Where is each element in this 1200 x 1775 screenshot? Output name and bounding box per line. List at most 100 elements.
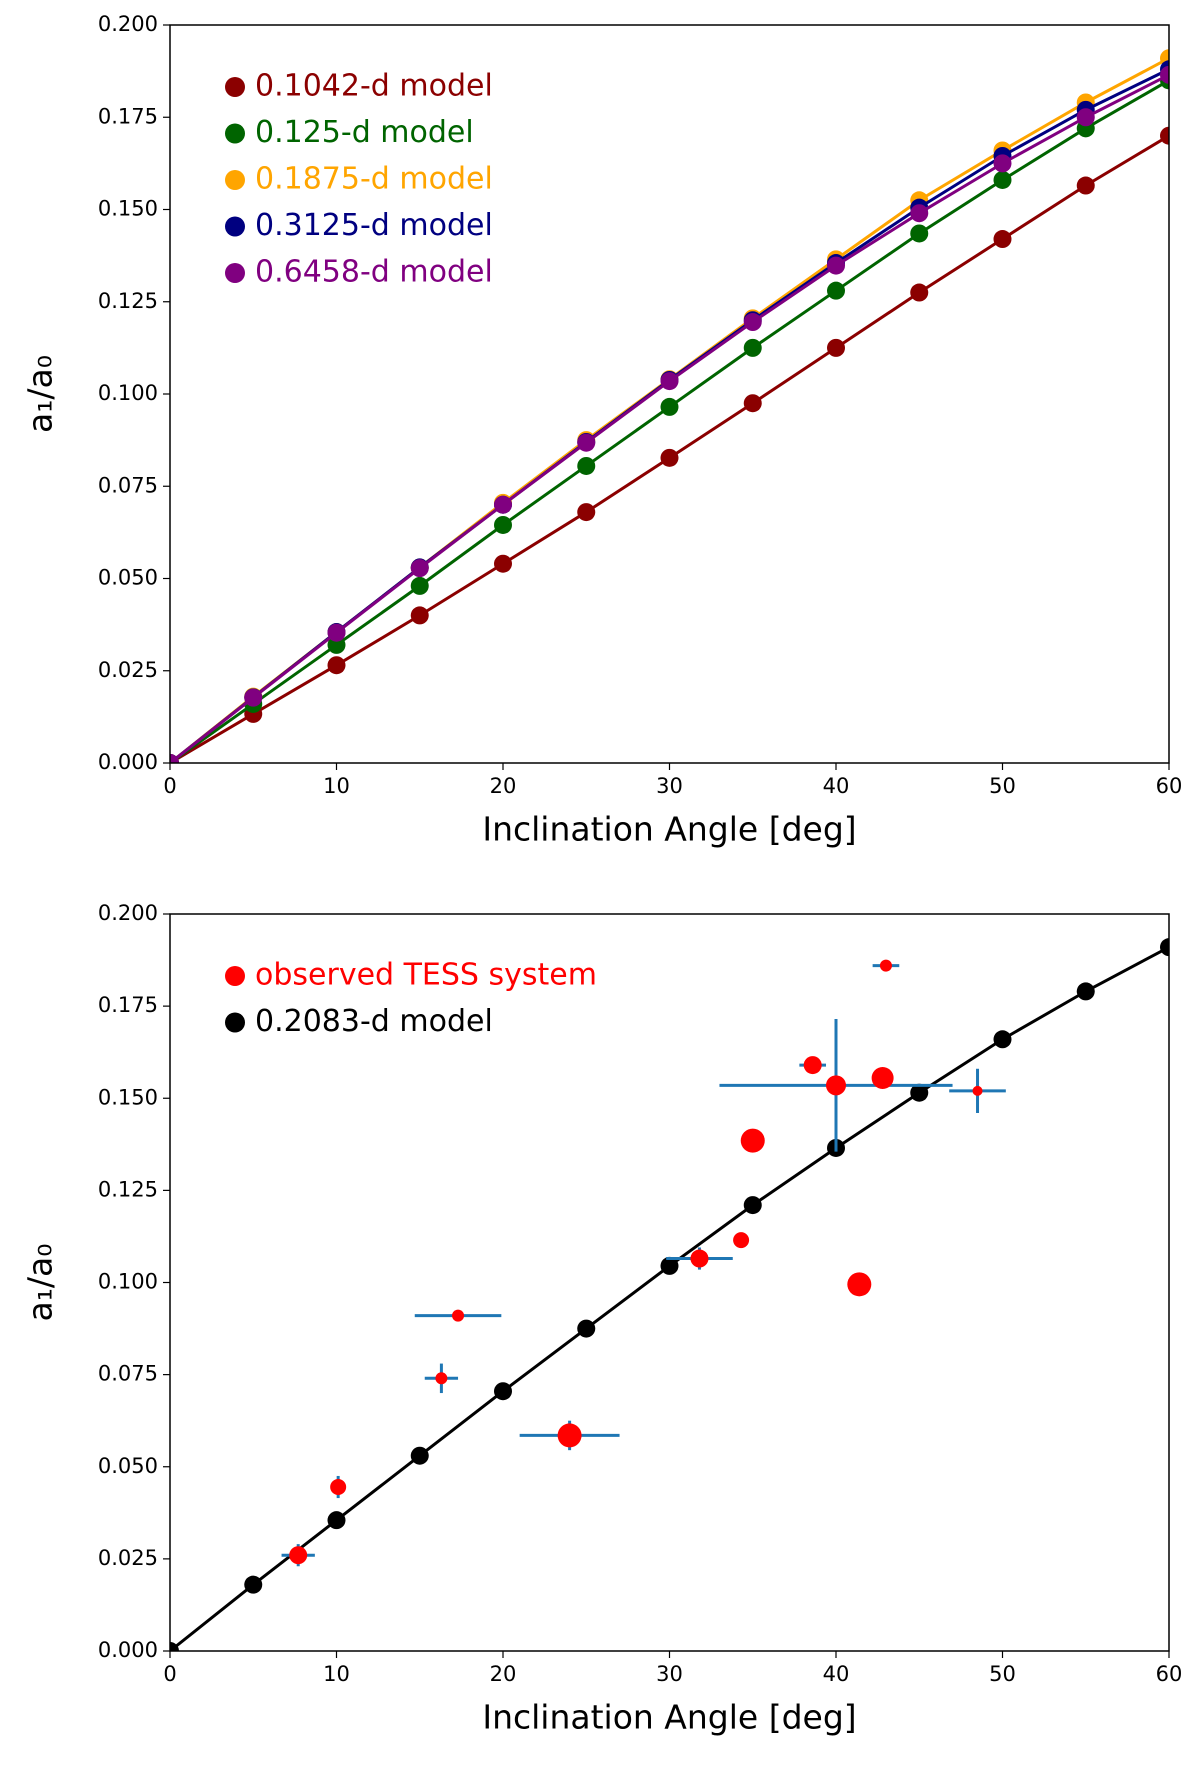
- x-tick-label: 0: [163, 774, 176, 798]
- model-point: [827, 338, 845, 357]
- model-point: [743, 313, 762, 332]
- y-tick-label: 0.000: [98, 750, 158, 774]
- model-point: [410, 606, 429, 625]
- y-tick-label: 0.200: [98, 12, 158, 36]
- x-tick-label: 20: [490, 1662, 517, 1686]
- y-tick-label: 0.125: [98, 289, 158, 313]
- model-point: [910, 1083, 929, 1102]
- model-point: [910, 224, 929, 243]
- x-tick-label: 30: [656, 1662, 683, 1686]
- model-point: [494, 554, 512, 573]
- y-tick-label: 0.175: [98, 993, 158, 1017]
- model-point: [1160, 126, 1169, 145]
- y-tick-label: 0.075: [98, 1362, 158, 1386]
- model-point: [170, 1642, 179, 1651]
- plot-frame: [169, 24, 1170, 764]
- y-tick-label: 0.050: [98, 1454, 158, 1478]
- legend: 0.1042-d model 0.125-d model 0.1875-d mode…: [225, 69, 493, 290]
- observed-point: [847, 1272, 872, 1297]
- legend-label: 0.3125-d model: [255, 208, 493, 243]
- observed-point: [690, 1249, 709, 1268]
- model-point: [170, 754, 179, 763]
- x-tick-label: 30: [656, 774, 683, 798]
- model-point: [910, 204, 929, 223]
- model-point: [743, 394, 762, 413]
- model-point: [1160, 65, 1169, 84]
- y-axis-label: a₁/a₀: [21, 1243, 60, 1321]
- model-point: [494, 495, 512, 514]
- model-point: [494, 515, 512, 534]
- y-tick-label: 0.025: [98, 658, 158, 682]
- model-point: [743, 338, 762, 357]
- x-tick-label: 10: [323, 1662, 350, 1686]
- model-point: [410, 1446, 429, 1465]
- model-point: [494, 1382, 512, 1401]
- model-point: [743, 1196, 762, 1215]
- observed-point: [435, 1372, 448, 1385]
- model-point: [910, 283, 929, 302]
- x-tick-label: 20: [490, 774, 517, 798]
- model-point: [577, 503, 596, 522]
- model-point: [244, 1575, 263, 1594]
- model-point: [577, 1319, 596, 1338]
- model-point: [993, 170, 1012, 189]
- model-point: [660, 448, 679, 467]
- x-tick-label: 40: [823, 774, 850, 798]
- legend-marker: [225, 966, 245, 986]
- legend-label: 0.1875-d model: [255, 162, 493, 197]
- model-point: [660, 372, 679, 391]
- y-tick-label: 0.025: [98, 1546, 158, 1570]
- observed-point: [452, 1309, 465, 1322]
- model-point: [410, 576, 429, 595]
- observed-point: [803, 1056, 822, 1075]
- y-tick-label: 0.150: [98, 197, 158, 221]
- observed-point: [733, 1232, 750, 1249]
- observed-point: [826, 1075, 846, 1096]
- y-tick-label: 0.100: [98, 1270, 158, 1294]
- plot-area: [170, 938, 1169, 1651]
- model-point: [993, 1030, 1012, 1049]
- model-point: [1076, 982, 1095, 1001]
- legend-label: 0.6458-d model: [255, 255, 493, 290]
- chart: 0.000 0.025 0.050 0.075 0.100 0.125 0.150 0.175…: [21, 12, 1183, 849]
- legend-label: observed TESS system: [255, 958, 597, 993]
- model-point: [577, 433, 596, 452]
- plot-frame: [169, 913, 1170, 1652]
- y-tick-label: 0.075: [98, 473, 158, 497]
- model-point: [993, 230, 1012, 249]
- y-tick-label: 0.000: [98, 1638, 158, 1662]
- legend-marker: [225, 263, 245, 283]
- model-line: [170, 945, 1169, 1651]
- y-tick-label: 0.125: [98, 1177, 158, 1201]
- model-point: [577, 456, 596, 475]
- chart: 0.000 0.025 0.050 0.075 0.100 0.125 0.150 0.175…: [21, 901, 1183, 1737]
- x-axis-label: Inclination Angle [deg]: [482, 810, 856, 849]
- observed-point: [972, 1085, 983, 1096]
- legend-label: 0.125-d model: [255, 115, 474, 150]
- model-point: [244, 688, 263, 707]
- observed-point: [330, 1479, 347, 1496]
- x-tick-label: 40: [823, 1662, 850, 1686]
- model-point: [660, 1256, 679, 1275]
- legend-marker: [225, 216, 245, 237]
- model-point: [660, 397, 679, 416]
- x-tick-label: 50: [989, 774, 1016, 798]
- model-point: [1160, 938, 1169, 957]
- model-point: [1076, 108, 1095, 127]
- model-point: [327, 1511, 346, 1530]
- y-tick-label: 0.050: [98, 566, 158, 590]
- model-point: [1076, 176, 1095, 195]
- x-tick-label: 50: [989, 1662, 1016, 1686]
- model-point: [410, 559, 429, 578]
- observed-point: [879, 959, 892, 972]
- observed-point: [740, 1128, 765, 1153]
- x-tick-label: 60: [1156, 1662, 1183, 1686]
- legend-marker: [225, 77, 245, 97]
- model-point: [993, 154, 1012, 173]
- plot-area: [170, 49, 1169, 763]
- y-tick-label: 0.150: [98, 1085, 158, 1109]
- y-tick-label: 0.175: [98, 104, 158, 128]
- legend-marker: [225, 170, 245, 190]
- y-axis-label: a₁/a₀: [21, 355, 60, 433]
- legend-label: 0.1042-d model: [255, 69, 493, 104]
